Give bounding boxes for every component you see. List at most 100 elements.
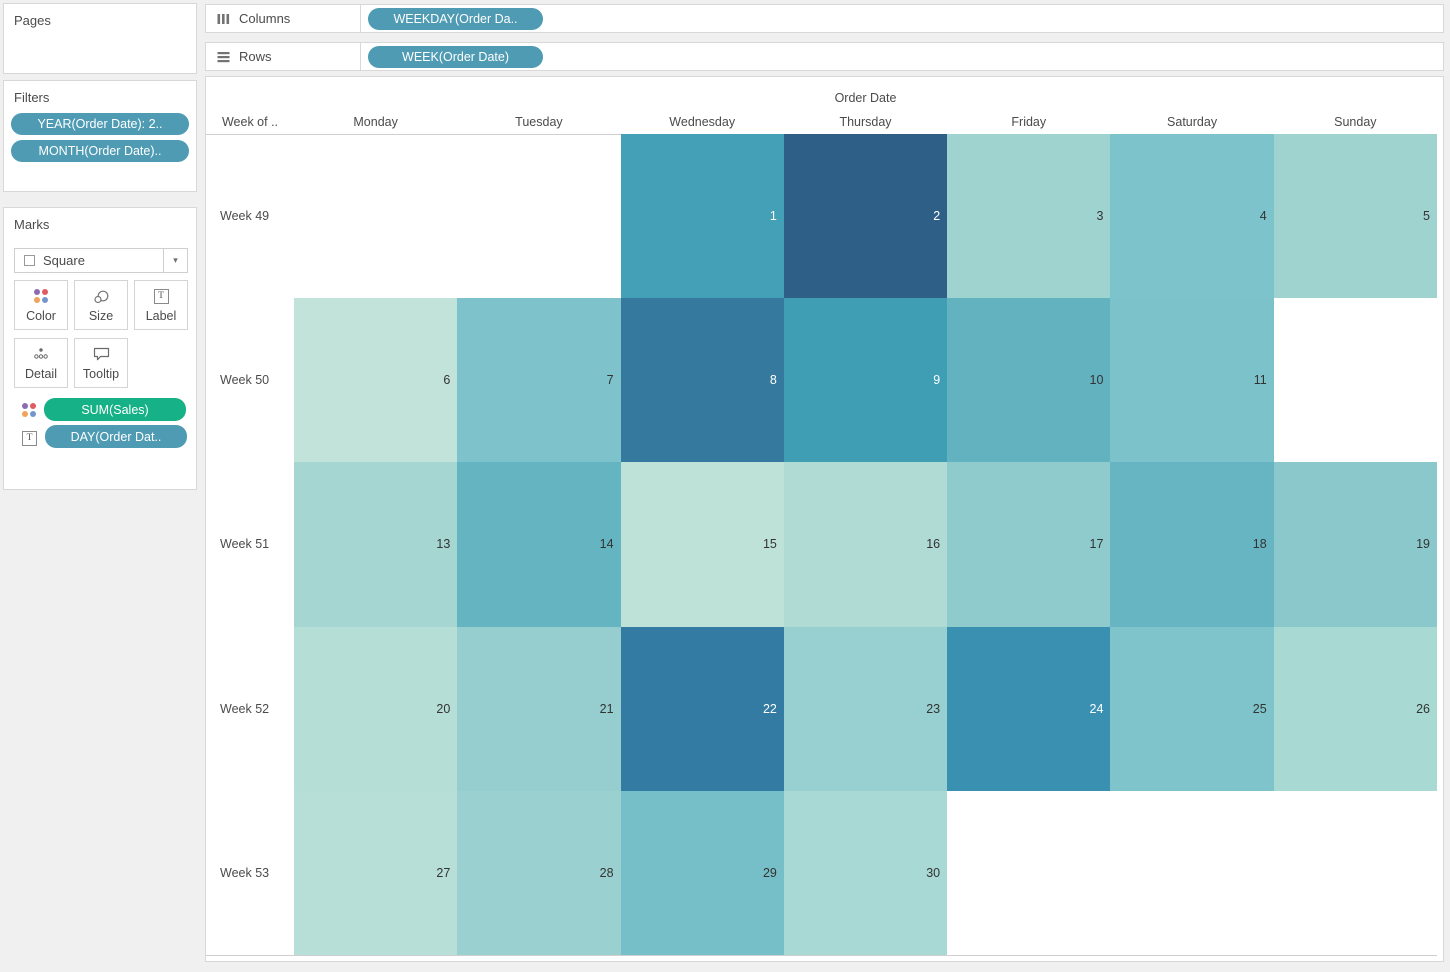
filters-title: Filters bbox=[14, 90, 50, 105]
calendar-cell-empty bbox=[947, 791, 1110, 955]
weekday-label[interactable]: Thursday bbox=[839, 115, 892, 129]
calendar-cell[interactable]: 19 bbox=[1273, 462, 1437, 627]
calendar-cell[interactable]: 9 bbox=[783, 298, 948, 463]
day-number-label: 28 bbox=[599, 865, 614, 880]
color-button[interactable]: Color bbox=[14, 280, 68, 330]
mark-pill-row: T DAY(Order Dat.. bbox=[4, 425, 198, 448]
rows-shelf-pill[interactable]: WEEK(Order Date) bbox=[368, 45, 543, 68]
weekday-label[interactable]: Friday bbox=[1011, 115, 1047, 129]
calendar-cell[interactable]: 29 bbox=[620, 790, 784, 955]
calendar-cell[interactable]: 4 bbox=[1110, 134, 1274, 299]
calendar-cell[interactable]: 8 bbox=[620, 298, 784, 463]
columns-shelf-pills: WEEKDAY(Order Da.. bbox=[361, 7, 543, 30]
day-number-label: 7 bbox=[606, 373, 614, 388]
day-number-label: 27 bbox=[436, 865, 451, 880]
calendar-cell[interactable]: 14 bbox=[457, 462, 621, 627]
viz-area: Order Date Week of .. Monday Tuesday Wednes… bbox=[205, 76, 1444, 962]
week-row-label[interactable]: Week 53 bbox=[220, 865, 270, 880]
calendar-cell[interactable]: 7 bbox=[457, 298, 621, 463]
day-number-label: 14 bbox=[599, 537, 614, 552]
filters-card[interactable]: Filters YEAR(Order Date): 2.. MONTH(Order… bbox=[3, 80, 197, 192]
day-number-label: 1 bbox=[769, 209, 777, 224]
week-row-label[interactable]: Week 51 bbox=[220, 537, 270, 552]
filter-pill[interactable]: MONTH(Order Date).. bbox=[11, 140, 189, 162]
week-row-label[interactable]: Week 50 bbox=[220, 373, 270, 388]
calendar-cell[interactable]: 5 bbox=[1273, 134, 1437, 299]
day-number-label: 10 bbox=[1089, 373, 1104, 388]
week-row-label[interactable]: Week 52 bbox=[220, 701, 270, 716]
weekday-label[interactable]: Tuesday bbox=[515, 115, 563, 129]
calendar-cell[interactable]: 21 bbox=[457, 626, 621, 791]
calendar-cell[interactable]: 23 bbox=[783, 626, 948, 791]
calendar-cell[interactable]: 16 bbox=[783, 462, 948, 627]
calendar-cell[interactable]: 22 bbox=[620, 626, 784, 791]
detail-button[interactable]: Detail bbox=[14, 338, 68, 388]
calendar-cell[interactable]: 3 bbox=[947, 134, 1111, 299]
color-button-label: Color bbox=[26, 309, 56, 323]
calendar-cell[interactable]: 26 bbox=[1273, 626, 1437, 791]
label-button[interactable]: T Label bbox=[134, 280, 188, 330]
filter-pill[interactable]: YEAR(Order Date): 2.. bbox=[11, 113, 189, 135]
day-number-label: 11 bbox=[1253, 373, 1267, 388]
column-field-label[interactable]: Order Date bbox=[834, 91, 897, 105]
calendar-cell[interactable]: 30 bbox=[783, 790, 948, 955]
day-number-label: 21 bbox=[599, 701, 614, 716]
columns-shelf-header: Columns bbox=[206, 5, 361, 32]
rows-shelf-header: Rows bbox=[206, 43, 361, 70]
columns-shelf-label: Columns bbox=[239, 11, 291, 26]
calendar-cell[interactable]: 17 bbox=[947, 462, 1111, 627]
mark-pill[interactable]: DAY(Order Dat.. bbox=[45, 425, 187, 448]
weekday-label[interactable]: Monday bbox=[353, 115, 398, 129]
day-number-label: 4 bbox=[1259, 209, 1267, 224]
weekday-label[interactable]: Wednesday bbox=[669, 115, 736, 129]
calendar-cell[interactable]: 13 bbox=[294, 462, 458, 627]
color-dots-icon bbox=[22, 402, 36, 417]
calendar-cell[interactable]: 10 bbox=[947, 298, 1111, 463]
calendar-cell[interactable]: 18 bbox=[1110, 462, 1274, 627]
calendar-cell[interactable]: 28 bbox=[457, 790, 621, 955]
calendar-cell-empty bbox=[1274, 298, 1437, 462]
calendar-cell[interactable]: 6 bbox=[294, 298, 458, 463]
label-icon: T bbox=[153, 287, 169, 305]
mark-pill-row: SUM(Sales) bbox=[4, 398, 198, 421]
calendar-cell[interactable]: 11 bbox=[1110, 298, 1274, 463]
mark-type-dropdown[interactable]: Square ▾ bbox=[14, 248, 188, 273]
day-number-label: 30 bbox=[926, 865, 941, 880]
calendar-cell[interactable]: 2 bbox=[783, 134, 948, 299]
day-number-label: 24 bbox=[1089, 701, 1104, 716]
size-button-label: Size bbox=[88, 309, 114, 323]
day-number-label: 22 bbox=[762, 701, 777, 716]
chevron-down-icon[interactable]: ▾ bbox=[163, 249, 187, 272]
calendar-cell-empty bbox=[457, 134, 620, 298]
detail-icon bbox=[33, 345, 49, 363]
mark-pill-list: SUM(Sales) T DAY(Order Dat.. bbox=[4, 398, 198, 448]
calendar-cell[interactable]: 15 bbox=[620, 462, 784, 627]
marks-title: Marks bbox=[14, 217, 50, 232]
color-dots-icon bbox=[34, 287, 48, 305]
week-row-label[interactable]: Week 49 bbox=[220, 209, 270, 224]
calendar-cell[interactable]: 25 bbox=[1110, 626, 1274, 791]
weekday-label[interactable]: Saturday bbox=[1167, 115, 1218, 129]
day-number-label: 13 bbox=[436, 537, 451, 552]
calendar-cell[interactable]: 1 bbox=[620, 134, 784, 299]
row-field-label[interactable]: Week of .. bbox=[221, 115, 279, 129]
label-button-label: Label bbox=[145, 309, 177, 323]
pages-card[interactable]: Pages bbox=[3, 3, 197, 74]
columns-shelf[interactable]: Columns WEEKDAY(Order Da.. bbox=[205, 4, 1444, 33]
marks-card: Marks Square ▾ Color Size T Label Detail Tool… bbox=[3, 207, 197, 490]
size-button[interactable]: Size bbox=[74, 280, 128, 330]
day-number-label: 5 bbox=[1423, 209, 1430, 224]
mark-pill[interactable]: SUM(Sales) bbox=[44, 398, 186, 421]
columns-shelf-pill[interactable]: WEEKDAY(Order Da.. bbox=[368, 7, 543, 30]
day-number-label: 29 bbox=[762, 865, 777, 880]
calendar-cell-empty bbox=[1274, 791, 1437, 955]
weekday-label[interactable]: Sunday bbox=[1334, 115, 1377, 129]
day-number-label: 9 bbox=[933, 373, 941, 388]
tooltip-button[interactable]: Tooltip bbox=[74, 338, 128, 388]
weekday-header-row: Week of .. Monday Tuesday Wednesday Thursday… bbox=[206, 115, 1437, 129]
calendar-cell[interactable]: 27 bbox=[294, 790, 458, 955]
rows-shelf[interactable]: Rows WEEK(Order Date) bbox=[205, 42, 1444, 71]
calendar-cell[interactable]: 24 bbox=[947, 626, 1111, 791]
calendar-cell[interactable]: 20 bbox=[294, 626, 458, 791]
pages-title: Pages bbox=[14, 13, 51, 28]
